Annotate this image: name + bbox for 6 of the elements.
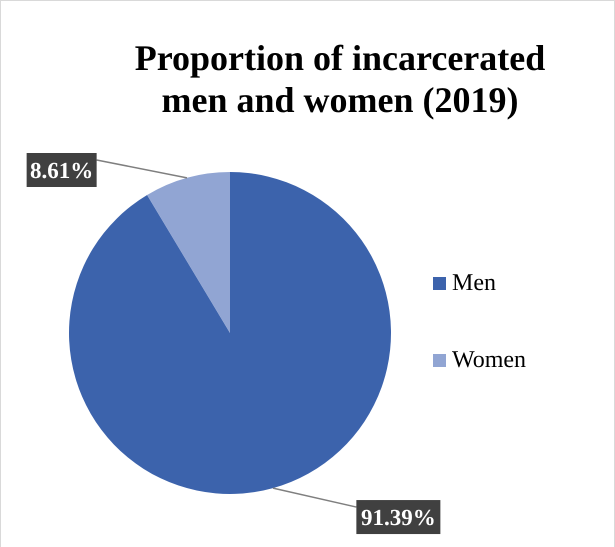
data-label: 8.61%: [30, 158, 94, 183]
data-label: 91.39%: [360, 505, 436, 530]
pie-slice: [147, 172, 230, 333]
legend-label: Men: [452, 270, 496, 296]
legend-label: Women: [452, 347, 526, 373]
chart-title: Proportion of incarcerated men and women (2019): [134, 38, 546, 120]
